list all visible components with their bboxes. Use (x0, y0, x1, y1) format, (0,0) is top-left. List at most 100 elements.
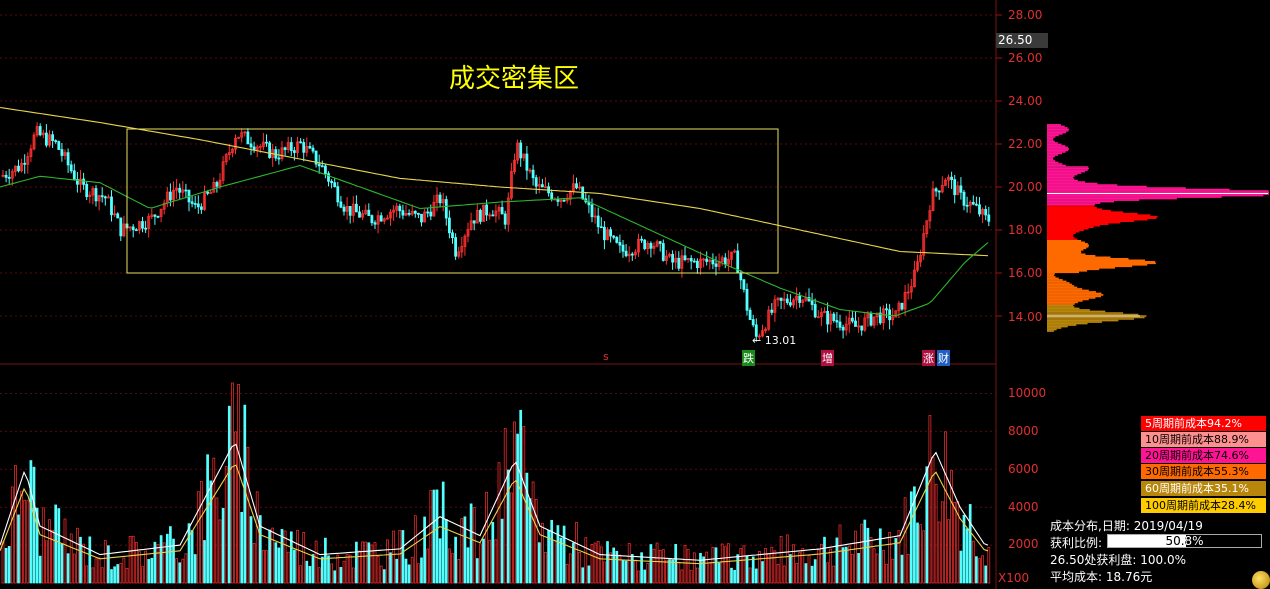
event-marker-finance[interactable]: 财 (937, 350, 950, 366)
volume-bar (572, 542, 575, 584)
event-marker-s[interactable]: s (603, 350, 609, 363)
volume-bar (928, 415, 932, 584)
candle-body (714, 263, 718, 267)
candle-body (897, 302, 901, 312)
candle-body (962, 191, 966, 206)
volume-bar (816, 549, 820, 584)
candle-body (1, 174, 5, 177)
volume-bar (913, 486, 916, 584)
candle-body (851, 317, 854, 322)
candle-body (240, 132, 244, 138)
volume-bar (451, 553, 454, 584)
candle-body (457, 251, 461, 257)
candle-body (311, 147, 315, 152)
ma-green-line (0, 164, 989, 317)
candle-body (351, 203, 355, 216)
volume-bar (175, 558, 178, 584)
volume-bar (568, 553, 572, 584)
candle-body (643, 239, 647, 250)
candle-body (711, 259, 715, 265)
cost-legend-10: 10周期前成本88.9% (1141, 432, 1266, 447)
volume-bar (665, 559, 668, 584)
volume-bar (590, 544, 594, 584)
volume-bar (165, 533, 169, 584)
volume-bar (54, 504, 58, 584)
candle-body (460, 246, 464, 253)
volume-bar (355, 541, 358, 584)
volume-bar (804, 563, 808, 584)
candle-body (209, 191, 213, 194)
candle-body (29, 148, 33, 157)
volume-bar (181, 558, 185, 584)
candle-body (683, 255, 687, 260)
volume-bar (475, 558, 479, 584)
volume-bar (26, 500, 30, 584)
candle-body (333, 182, 337, 188)
candle-body (754, 324, 758, 337)
scroll-knob-icon[interactable] (1252, 571, 1270, 589)
volume-bar (79, 536, 82, 584)
volume-tick: 2000 (1008, 537, 1039, 551)
candle-body (978, 204, 981, 215)
candle-body (658, 241, 662, 244)
volume-bar (156, 544, 160, 584)
candle-body (206, 191, 210, 194)
volume-bar (968, 504, 972, 584)
candle-body (785, 298, 789, 304)
volume-bar (134, 542, 138, 584)
volume-unit: X100 (998, 571, 1030, 585)
candle-body (730, 251, 733, 260)
event-marker-increase[interactable]: 增 (821, 350, 834, 366)
volume-bar (668, 559, 671, 584)
candle-body (156, 215, 160, 218)
candle-body (398, 205, 402, 212)
volume-bar (962, 514, 966, 584)
volume-bar (20, 490, 23, 584)
price-tick: 22.00 (1008, 137, 1043, 151)
candle-body (63, 152, 67, 156)
volume-bar (593, 542, 597, 584)
price-tick: 18.00 (1008, 223, 1043, 237)
event-marker-rise[interactable]: 涨 (922, 350, 935, 366)
candle-body (776, 297, 780, 301)
candle-body (987, 214, 991, 222)
volume-bar (268, 529, 271, 584)
candle-body (268, 142, 272, 158)
candle-body (854, 320, 857, 327)
volume-bar (410, 557, 414, 584)
profit-ratio-bar: 50.8% (1107, 534, 1262, 548)
volume-bars (0, 382, 991, 584)
volume-bar (32, 466, 36, 584)
volume-bar (683, 545, 687, 584)
volume-bar (835, 537, 839, 584)
volume-bar (497, 462, 501, 584)
volume-bar (14, 465, 17, 584)
volume-bar (708, 562, 712, 584)
event-marker-drop[interactable]: 跌 (742, 350, 755, 366)
volume-bar (311, 554, 315, 584)
volume-bar (770, 546, 774, 584)
volume-bar (57, 508, 61, 584)
candle-body (215, 182, 219, 187)
volume-bar (472, 507, 476, 584)
volume-bar (88, 536, 92, 584)
candle-body (497, 207, 501, 212)
current-price-badge: 26.50 (996, 33, 1048, 48)
volume-bar (218, 519, 222, 584)
candle-body (416, 212, 420, 215)
candlesticks (1, 122, 991, 342)
volume-bar (85, 565, 89, 584)
candle-body (181, 189, 185, 193)
candle-body (872, 316, 876, 326)
candle-body (150, 214, 154, 217)
candle-body (575, 183, 578, 189)
candle-body (230, 148, 234, 153)
profit-ratio-fill (1108, 535, 1186, 547)
volume-bar (221, 507, 225, 584)
volume-bar (702, 556, 705, 584)
volume-bar (178, 562, 182, 584)
volume-bar (305, 560, 309, 584)
candle-body (280, 147, 284, 160)
candle-body (429, 211, 433, 217)
candle-body (196, 203, 200, 208)
